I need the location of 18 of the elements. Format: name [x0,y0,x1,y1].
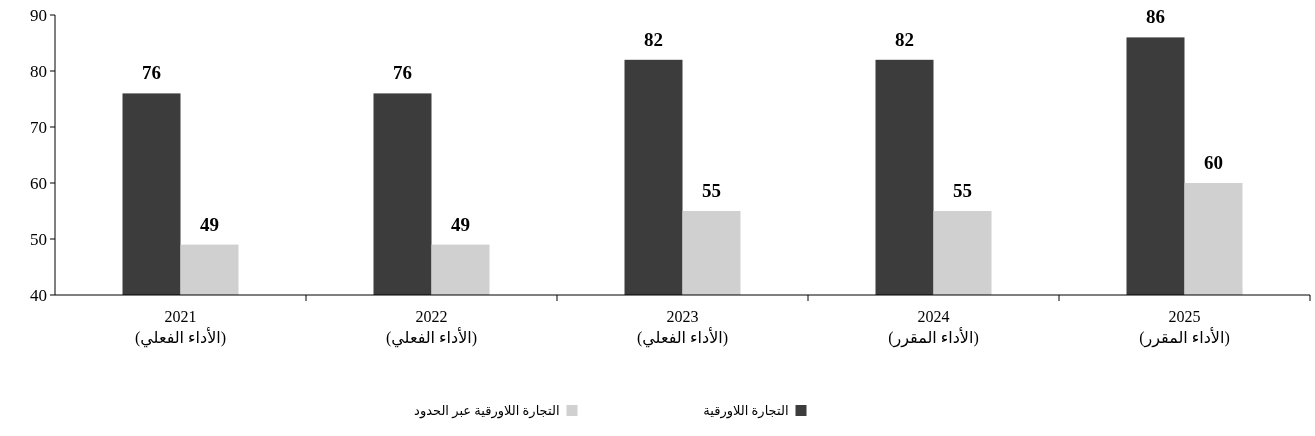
y-tick-label: 80 [30,62,47,81]
data-label: 60 [1204,152,1223,173]
data-label: 55 [702,180,721,201]
data-label: 82 [644,28,663,50]
data-label: 82 [895,28,914,50]
data-label: 86 [1146,6,1165,28]
y-tick-label: 60 [30,174,47,193]
legend-label: التجارة اللاورقية [703,403,789,419]
y-tick-label: 50 [30,230,47,249]
legend-label: التجارة اللاورقية عبر الحدود [414,403,560,419]
data-label: 49 [451,213,470,235]
data-label: 76 [142,62,161,84]
data-label: 76 [393,62,412,84]
data-label: 49 [200,213,219,235]
y-tick-label: 70 [30,118,47,137]
data-label: 55 [953,180,972,201]
y-tick-label: 40 [30,286,47,305]
y-tick-label: 90 [30,6,47,25]
